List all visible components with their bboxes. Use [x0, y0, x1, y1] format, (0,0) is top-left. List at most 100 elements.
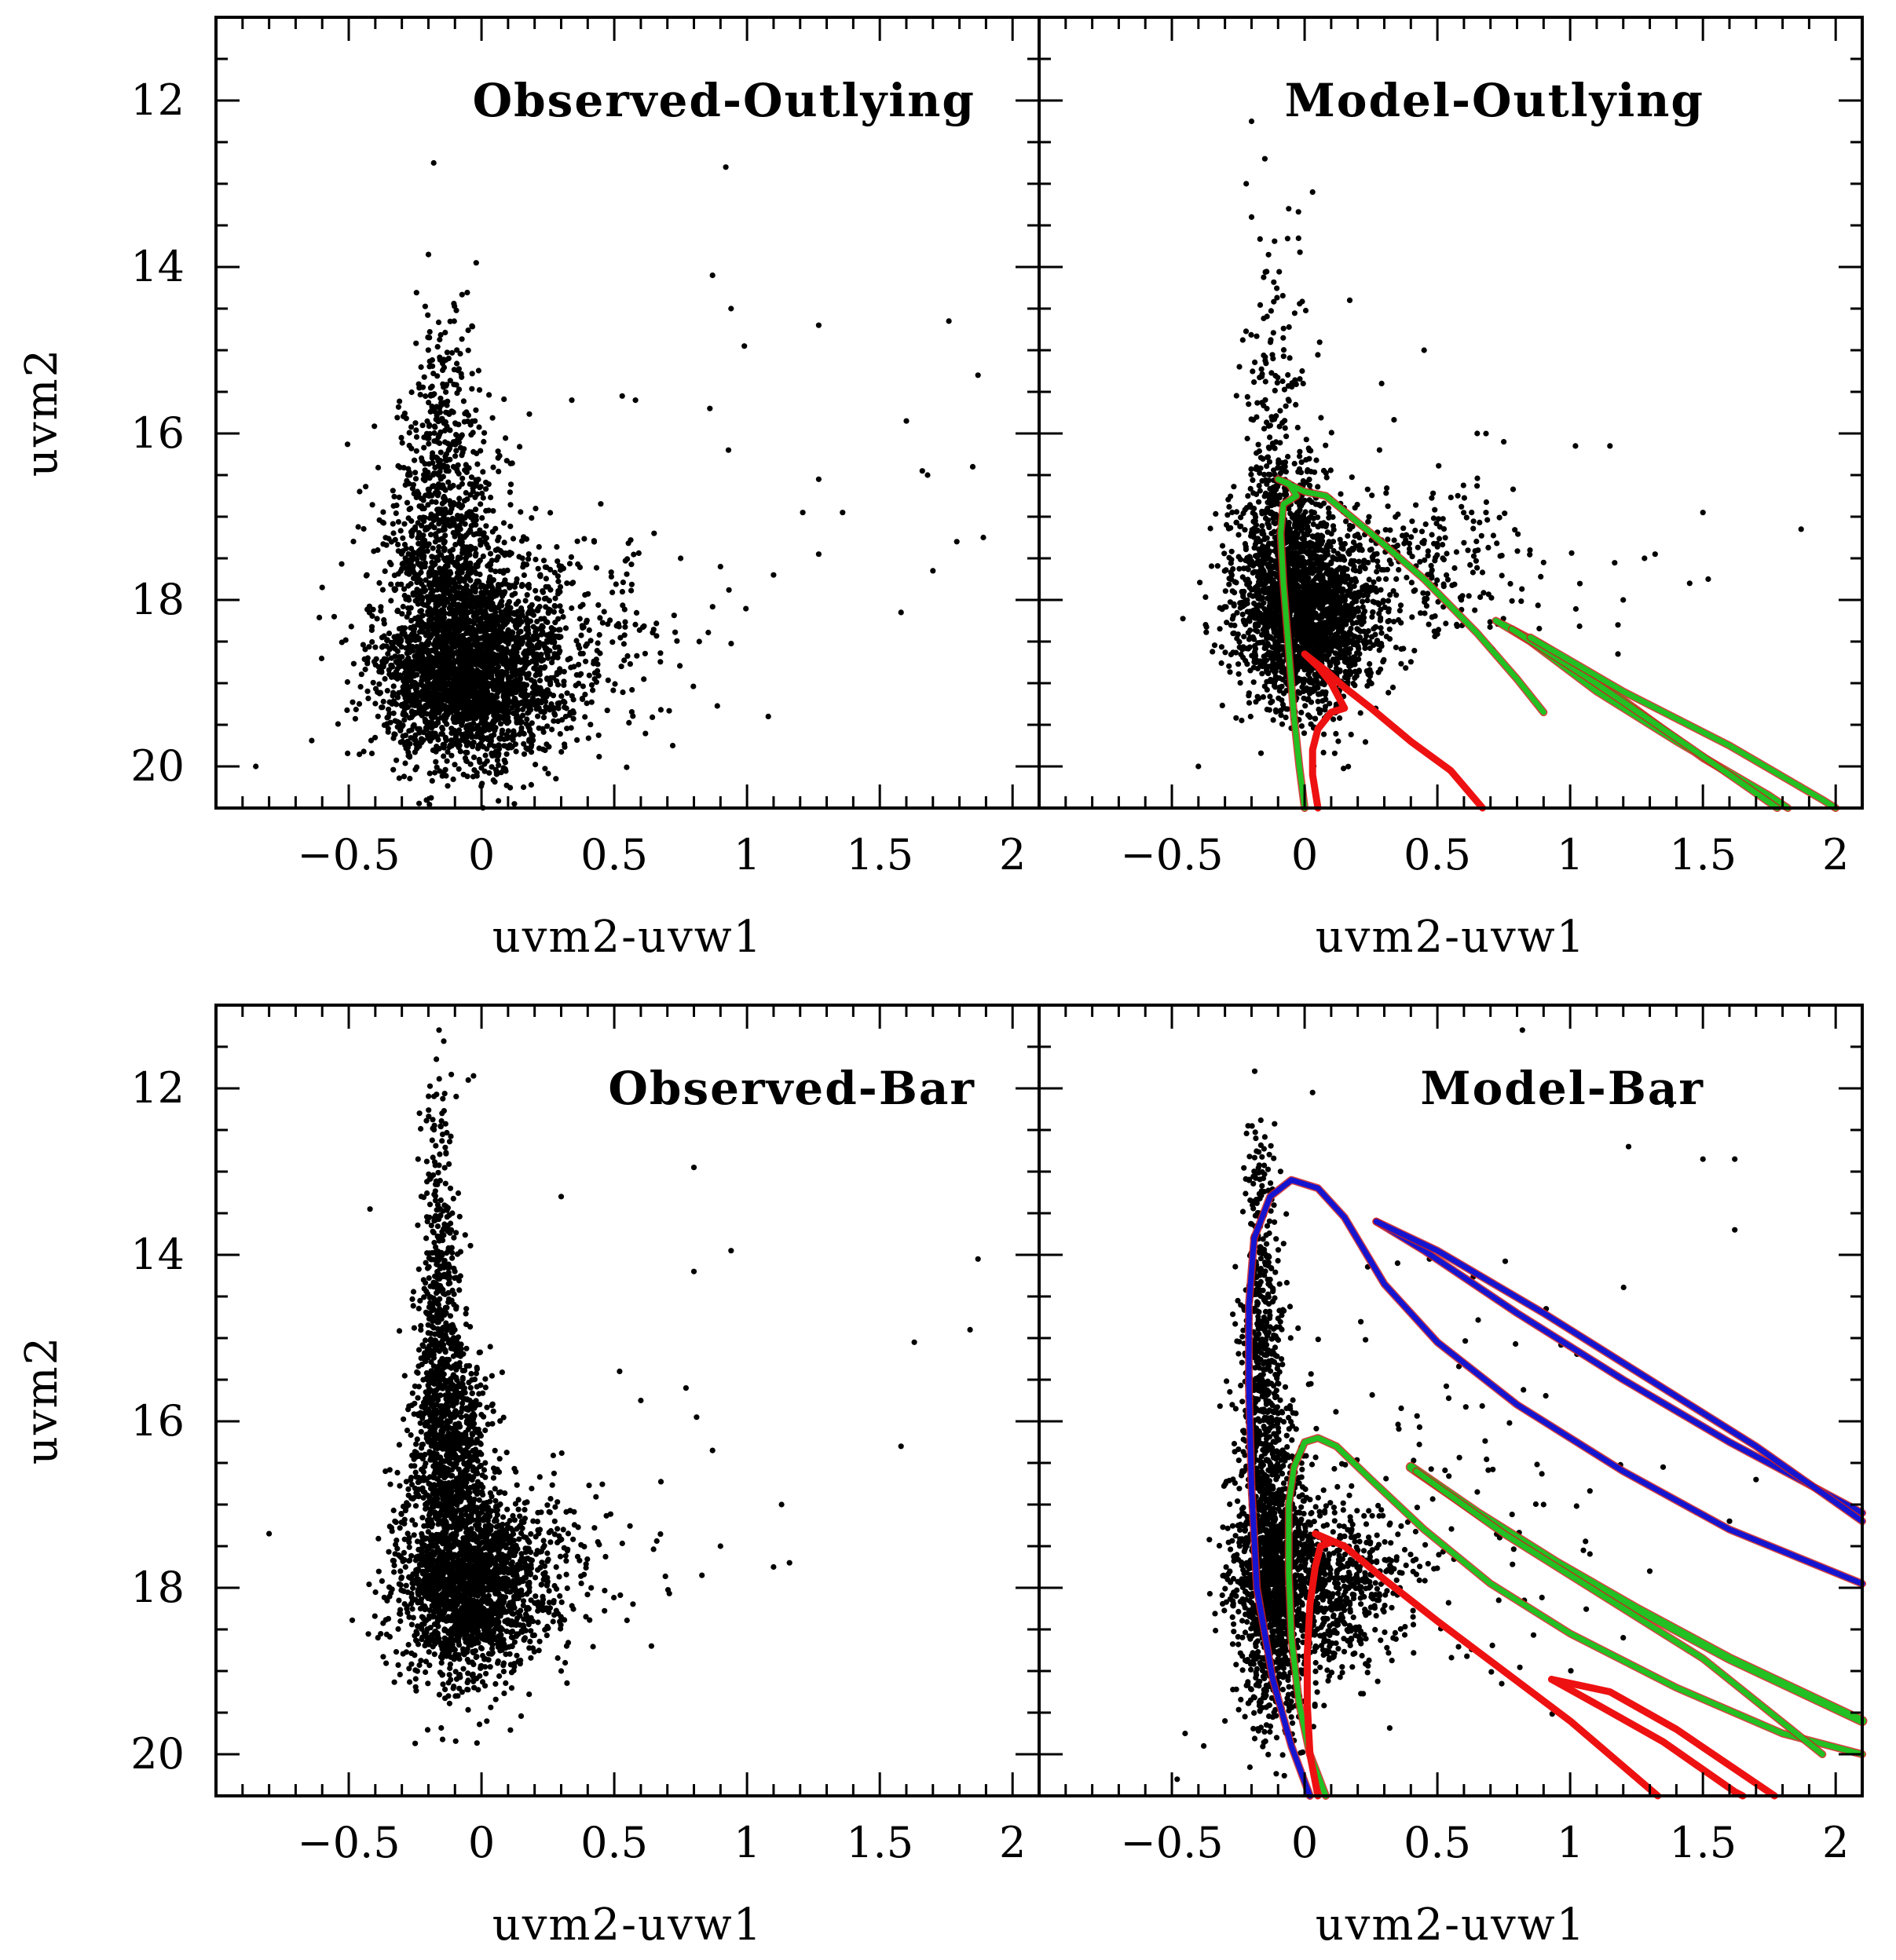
data-point [619, 589, 626, 595]
data-point [380, 661, 387, 667]
data-point [1356, 667, 1362, 674]
data-point [596, 754, 602, 760]
data-point [529, 642, 535, 649]
data-point [445, 447, 452, 453]
data-point [489, 620, 496, 627]
data-point [444, 423, 450, 430]
data-point [454, 360, 460, 367]
data-point [432, 576, 438, 582]
data-point [394, 648, 401, 655]
data-point [481, 430, 488, 436]
data-point [431, 391, 437, 397]
data-point [459, 291, 465, 298]
data-point [1375, 669, 1382, 675]
data-point [410, 700, 417, 708]
data-point [510, 736, 516, 742]
data-point [544, 723, 551, 730]
data-point [443, 715, 449, 721]
data-point [525, 556, 532, 562]
data-point [468, 670, 474, 676]
data-point [368, 737, 375, 744]
data-point [366, 603, 372, 609]
data-point [1240, 654, 1246, 660]
data-point [479, 602, 486, 609]
data-point [501, 697, 507, 704]
data-point [424, 435, 430, 441]
data-point [441, 741, 448, 748]
data-point [430, 159, 437, 166]
data-point [552, 620, 558, 626]
data-point [371, 548, 377, 554]
data-point [567, 656, 573, 662]
data-point [395, 581, 401, 587]
data-point [800, 510, 806, 516]
data-point [476, 424, 482, 430]
data-point [448, 726, 455, 732]
data-point [486, 742, 493, 748]
data-point [463, 409, 470, 415]
data-point [398, 434, 404, 441]
data-point [551, 711, 558, 717]
data-point [441, 520, 448, 526]
data-point [903, 418, 910, 424]
data-point [404, 704, 412, 710]
data-point [456, 711, 462, 717]
data-point [380, 509, 386, 515]
data-point [412, 470, 419, 476]
data-point [497, 714, 504, 720]
data-point [466, 630, 472, 636]
data-point [432, 770, 438, 776]
data-point [1400, 525, 1407, 532]
data-point [430, 609, 436, 615]
data-point [428, 511, 434, 517]
data-point [517, 676, 523, 682]
data-point [585, 591, 591, 597]
data-point [514, 682, 520, 689]
data-point [574, 538, 580, 544]
data-point [434, 486, 441, 492]
data-point [634, 653, 640, 659]
data-point [436, 528, 442, 534]
data-point [621, 606, 628, 612]
data-point [488, 567, 494, 573]
data-point [534, 670, 540, 676]
data-point [382, 535, 389, 541]
data-point [436, 699, 442, 705]
data-point [554, 543, 560, 550]
data-point [465, 739, 471, 746]
data-point [570, 580, 576, 586]
data-point [412, 555, 418, 562]
data-point [364, 655, 371, 661]
data-point [580, 683, 587, 689]
data-point [479, 644, 486, 650]
data-point [1222, 649, 1228, 656]
data-point [392, 536, 398, 543]
data-point [521, 572, 528, 579]
data-point [425, 251, 432, 258]
data-point [521, 751, 528, 757]
data-point [568, 664, 574, 671]
data-point [413, 427, 419, 433]
data-point [392, 718, 398, 724]
data-point [604, 708, 610, 714]
data-point [483, 507, 489, 514]
data-point [466, 661, 472, 667]
data-point [373, 656, 379, 662]
data-point [350, 699, 356, 705]
data-point [487, 574, 493, 580]
data-point [379, 519, 386, 525]
data-point [1197, 580, 1203, 586]
data-point [532, 687, 538, 693]
data-point [474, 668, 480, 675]
data-point [460, 398, 467, 404]
data-point [503, 435, 509, 441]
data-point [549, 660, 555, 666]
data-point [498, 652, 504, 658]
data-point [441, 547, 448, 554]
data-point [459, 475, 466, 481]
data-point [396, 494, 402, 500]
data-point [470, 715, 476, 722]
data-point [434, 455, 441, 461]
data-point [390, 488, 396, 494]
